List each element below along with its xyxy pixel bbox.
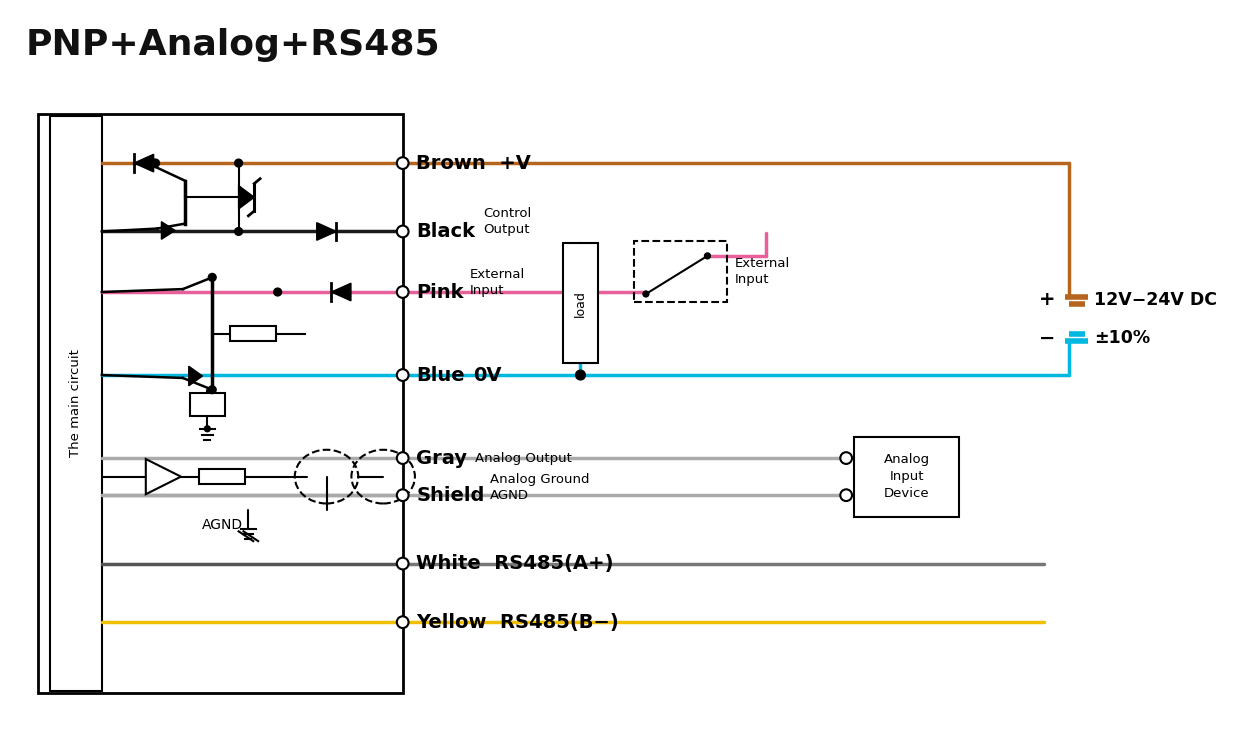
Bar [39, 115, 402, 692]
Circle shape [152, 159, 159, 167]
Circle shape [397, 452, 408, 464]
Circle shape [274, 288, 281, 296]
Circle shape [235, 228, 243, 235]
Polygon shape [146, 459, 181, 494]
Polygon shape [134, 155, 153, 172]
Text: Pink: Pink [416, 283, 464, 302]
Circle shape [840, 452, 852, 464]
Text: Black: Black [416, 222, 476, 241]
Text: Analog Output: Analog Output [476, 452, 571, 464]
Circle shape [397, 369, 408, 381]
Polygon shape [189, 366, 203, 386]
Text: Blue: Blue [416, 366, 464, 385]
Text: Brown  +V: Brown +V [416, 154, 532, 173]
Text: load: load [574, 290, 586, 317]
Text: External
Input: External Input [471, 268, 525, 297]
Circle shape [149, 159, 158, 167]
Bar [854, 437, 960, 516]
Text: Gray: Gray [416, 449, 467, 467]
Circle shape [204, 426, 210, 432]
Circle shape [208, 274, 217, 281]
Bar [198, 469, 245, 485]
Bar [230, 326, 275, 342]
Circle shape [397, 489, 408, 501]
Text: Yellow  RS485(B−): Yellow RS485(B−) [416, 613, 619, 632]
Text: Shield: Shield [416, 486, 484, 504]
Polygon shape [331, 284, 351, 301]
Bar [563, 244, 598, 363]
Text: 12V−24V DC: 12V−24V DC [1094, 291, 1218, 309]
Circle shape [397, 225, 408, 238]
Circle shape [235, 159, 243, 167]
Text: ±10%: ±10% [1094, 329, 1150, 347]
Text: Analog
Input
Device: Analog Input Device [884, 453, 930, 500]
Circle shape [575, 370, 585, 380]
Polygon shape [239, 185, 254, 209]
Text: 0V: 0V [473, 366, 502, 385]
Text: +: + [1038, 290, 1056, 309]
Text: The main circuit: The main circuit [68, 349, 82, 458]
Polygon shape [316, 222, 336, 241]
Circle shape [705, 253, 711, 259]
Text: White  RS485(A+): White RS485(A+) [416, 554, 614, 573]
Circle shape [397, 558, 408, 569]
Text: Analog Ground
AGND: Analog Ground AGND [489, 473, 589, 502]
Text: PNP+Analog+RS485: PNP+Analog+RS485 [26, 29, 441, 63]
Circle shape [642, 291, 649, 297]
Bar [634, 241, 727, 302]
Text: External
Input: External Input [735, 257, 791, 286]
Polygon shape [162, 222, 176, 239]
Bar [189, 393, 225, 416]
Bar [50, 116, 102, 691]
Circle shape [397, 616, 408, 628]
Text: AGND: AGND [203, 518, 244, 532]
Text: Control
Output: Control Output [483, 207, 532, 236]
Text: −: − [1038, 329, 1056, 348]
Circle shape [397, 287, 408, 298]
Circle shape [397, 158, 408, 169]
Circle shape [840, 489, 852, 501]
Circle shape [208, 386, 217, 394]
